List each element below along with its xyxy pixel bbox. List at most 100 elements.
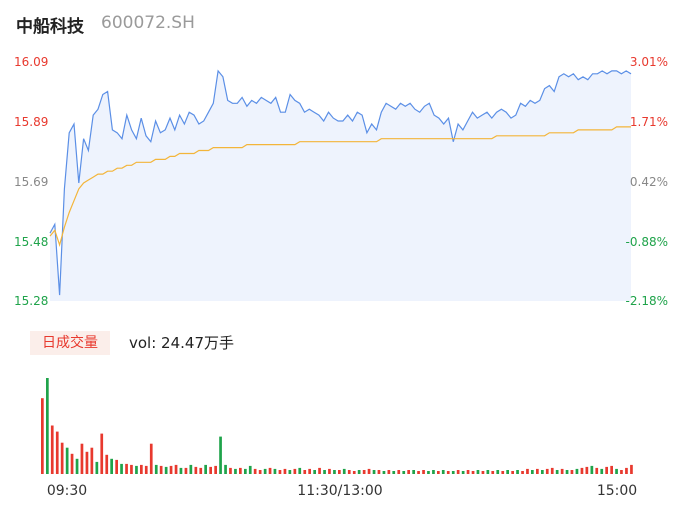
volume-bar: [184, 467, 188, 474]
x-tick-label: 15:00: [597, 483, 637, 499]
volume-bar: [446, 471, 450, 474]
volume-bar: [248, 465, 252, 474]
volume-bar: [288, 470, 292, 474]
volume-bar: [407, 470, 410, 474]
volume-bar: [313, 470, 316, 474]
stock-name: 中船科技: [16, 17, 84, 37]
volume-bar: [194, 466, 198, 474]
volume-bar: [570, 470, 574, 474]
volume-bar: [422, 470, 425, 474]
volume-bar: [268, 467, 272, 474]
volume-bar: [204, 464, 207, 474]
volume-bar: [283, 468, 287, 474]
volume-bar: [100, 433, 104, 474]
volume-bar: [55, 431, 59, 474]
volume-bar: [80, 443, 84, 474]
volume-bar: [402, 471, 406, 474]
volume-bar: [575, 468, 579, 474]
x-tick-label: 09:30: [47, 483, 87, 499]
y-tick-left: 15.69: [14, 175, 48, 189]
volume-bar: [536, 468, 539, 474]
volume-bar: [590, 465, 594, 474]
volume-bar: [580, 467, 584, 474]
volume-bar: [85, 451, 89, 474]
volume-bar: [125, 463, 128, 474]
y-tick-left: 15.28: [14, 294, 48, 308]
volume-bar: [511, 471, 514, 474]
volume-bar: [417, 471, 420, 474]
volume-bar: [516, 470, 519, 474]
volume-bar: [491, 471, 495, 474]
price-line: [49, 69, 632, 296]
volume-bar: [555, 470, 559, 474]
volume-bar: [244, 468, 247, 474]
volume-bar: [209, 466, 212, 474]
volume-bar: [95, 461, 99, 474]
volume-bar: [471, 471, 475, 474]
volume-summary: vol: 24.47万手: [129, 334, 234, 352]
y-tick-right: 3.01%: [630, 55, 668, 69]
volume-bar: [481, 471, 485, 474]
volume-bar: [115, 459, 118, 474]
volume-bar: [620, 470, 623, 474]
volume-bar: [461, 471, 465, 474]
volume-bar: [531, 470, 534, 474]
volume-bar: [303, 470, 307, 474]
volume-bar: [357, 470, 361, 474]
y-tick-left: 15.48: [14, 235, 48, 249]
volume-bar: [625, 467, 628, 474]
volume-bar: [174, 464, 178, 474]
volume-bar: [541, 470, 544, 474]
volume-bar: [600, 468, 604, 474]
stock-code: 600072.SH: [101, 13, 195, 33]
price-area-fill: [50, 70, 631, 302]
volume-bar: [219, 436, 222, 474]
volume-bar: [120, 463, 123, 474]
volume-bar: [605, 466, 608, 474]
volume-bar: [476, 470, 480, 474]
volume-bar: [392, 471, 396, 474]
volume-bar: [164, 466, 168, 474]
volume-bar: [585, 466, 589, 474]
volume-bar: [501, 471, 505, 474]
volume-bar: [239, 467, 242, 474]
volume-bar: [496, 470, 500, 474]
volume-bar: [169, 465, 173, 474]
y-tick-left: 15.89: [14, 115, 48, 129]
volume-bar: [110, 458, 113, 474]
volume-bar: [179, 467, 183, 474]
volume-bar: [189, 464, 193, 474]
volume-bar: [427, 471, 430, 474]
volume-bar: [144, 465, 148, 474]
volume-bar: [486, 470, 490, 474]
volume-bar: [342, 468, 346, 474]
volume-bar: [441, 470, 445, 474]
volume-bar: [506, 470, 509, 474]
volume-bar: [224, 464, 227, 474]
volume-bar: [550, 467, 554, 474]
volume-bar: [466, 470, 470, 474]
volume-tab-badge[interactable]: 日成交量: [30, 331, 110, 355]
volume-bar: [347, 470, 351, 474]
volume-bar: [333, 470, 336, 474]
volume-bar: [253, 468, 257, 474]
volume-bar: [298, 467, 302, 474]
volume-bar: [521, 471, 524, 474]
y-tick-right: -0.88%: [626, 235, 668, 249]
volume-bar: [258, 470, 262, 474]
volume-bar: [273, 468, 277, 474]
volume-bar: [323, 470, 326, 474]
volume-bar: [308, 468, 311, 474]
y-tick-right: -2.18%: [626, 294, 668, 308]
volume-bar: [338, 470, 341, 474]
x-tick-label: 11:30/13:00: [297, 483, 382, 499]
volume-bar: [234, 468, 237, 474]
volume-bar: [149, 443, 153, 474]
volume-bar: [382, 471, 386, 474]
volume-bar: [130, 464, 133, 474]
volume-bar: [135, 465, 138, 474]
volume-bar: [397, 470, 401, 474]
volume-bar: [412, 470, 415, 474]
y-tick-right: 1.71%: [630, 115, 668, 129]
